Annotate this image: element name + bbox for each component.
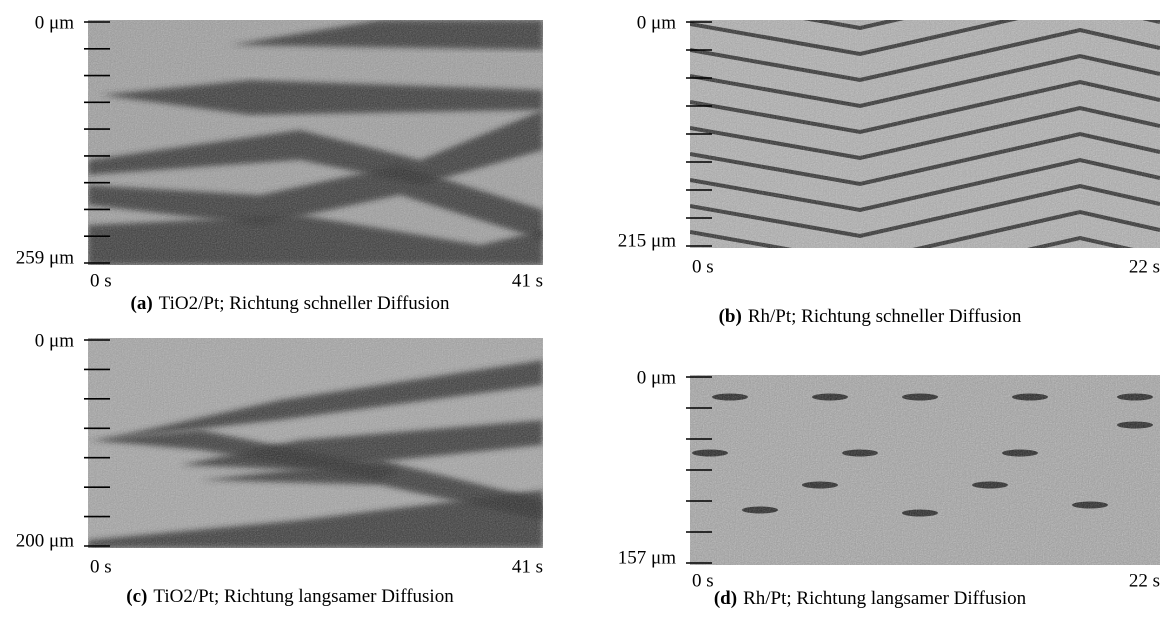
y-label-bottom: 200 μm — [16, 530, 74, 551]
x-label-right: 41 s — [512, 556, 543, 577]
panel: 0 μm 259 μm 0 s 41 s (a) TiO2/Pt; Richtung sc… — [16, 12, 543, 314]
x-label-right: 22 s — [1129, 256, 1160, 277]
x-label-right: 22 s — [1129, 570, 1160, 591]
caption-label: (b) — [719, 306, 742, 327]
kymograph — [88, 20, 543, 265]
caption-text: Rh/Pt; Richtung langsamer Diffusion — [743, 588, 1027, 609]
caption-text: Rh/Pt; Richtung schneller Diffusion — [748, 306, 1022, 327]
kymograph — [690, 20, 1160, 248]
caption: (d) Rh/Pt; Richtung langsamer Diffusion — [714, 588, 1027, 609]
noise2 — [88, 20, 543, 265]
caption: (b) Rh/Pt; Richtung schneller Diffusion — [719, 306, 1022, 327]
y-label-bottom: 157 μm — [618, 547, 676, 568]
y-label-bottom: 259 μm — [16, 247, 74, 268]
x-label-left: 0 s — [692, 256, 714, 277]
caption-text: TiO2/Pt; Richtung langsamer Diffusion — [153, 586, 454, 607]
panel: 0 μm 157 μm 0 s 22 s (d) Rh/Pt; Richtung lang… — [618, 367, 1160, 609]
panel: 0 μm 200 μm 0 s 41 s (c) TiO2/Pt; Richtung la… — [16, 330, 543, 607]
caption-label: (c) — [126, 586, 147, 607]
noise2 — [690, 20, 1160, 248]
caption-text: TiO2/Pt; Richtung schneller Diffusion — [159, 293, 450, 314]
y-label-top: 0 μm — [35, 330, 74, 351]
noise2 — [88, 338, 543, 548]
caption: (c) TiO2/Pt; Richtung langsamer Diffusion — [126, 586, 454, 607]
y-label-bottom: 215 μm — [618, 230, 676, 251]
kymograph — [88, 338, 543, 548]
noise2 — [690, 375, 1160, 565]
y-label-top: 0 μm — [637, 12, 676, 33]
x-label-left: 0 s — [90, 556, 112, 577]
y-label-top: 0 μm — [637, 367, 676, 388]
caption: (a) TiO2/Pt; Richtung schneller Diffusion — [131, 293, 450, 314]
caption-label: (d) — [714, 588, 737, 609]
x-label-left: 0 s — [90, 270, 112, 291]
x-label-right: 41 s — [512, 270, 543, 291]
panel: 0 μm 215 μm 0 s 22 s (b) Rh/Pt; Richtung schn… — [618, 12, 1160, 327]
caption-label: (a) — [131, 293, 153, 314]
kymograph — [690, 375, 1160, 565]
x-label-left: 0 s — [692, 570, 714, 591]
y-label-top: 0 μm — [35, 12, 74, 33]
